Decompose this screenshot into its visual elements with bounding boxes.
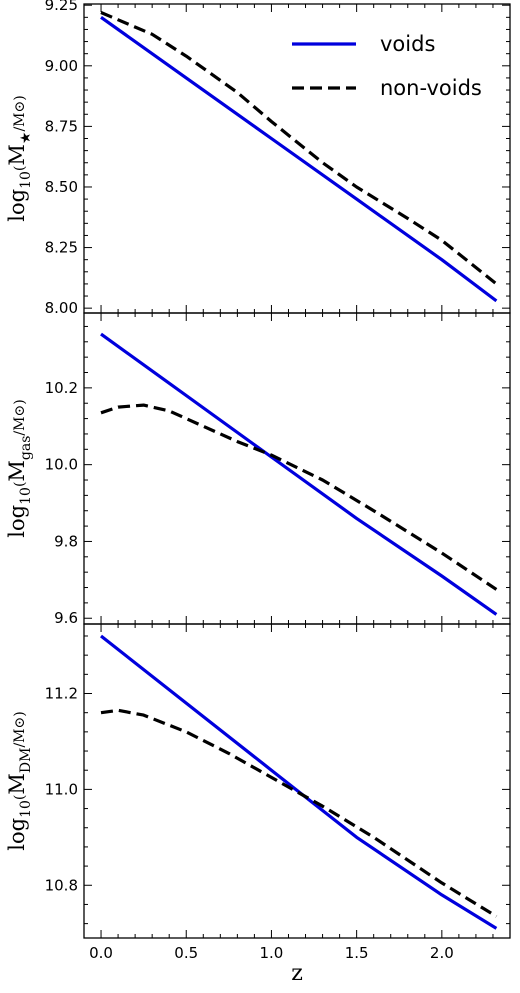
y-tick-label: 10.8 — [45, 876, 78, 894]
y-tick-label: 9.00 — [45, 57, 78, 75]
y-tick-label: 11.0 — [45, 780, 78, 798]
x-tick-label: 1.0 — [260, 944, 284, 962]
series-non-voids — [100, 11, 498, 286]
panel-2: 9.6 9.8 10.0 10.2 log10(Mgas/M⊙) — [5, 312, 511, 627]
y-axis-label: log10(M★/M⊙) — [5, 95, 34, 221]
series-voids — [100, 15, 498, 303]
legend-label: voids — [380, 32, 435, 56]
series-non-voids — [100, 403, 498, 591]
x-axis-label: z — [291, 961, 303, 986]
y-axis-label: log10(MDM/M⊙) — [5, 711, 34, 850]
x-tick-label: 2.0 — [430, 944, 454, 962]
series-voids — [100, 332, 498, 616]
series-non-voids — [100, 708, 498, 918]
y-tick-label: 9.25 — [45, 0, 78, 14]
y-tick-label: 10.2 — [45, 379, 78, 397]
y-tick-label: 9.6 — [54, 609, 78, 627]
y-tick-label: 9.8 — [54, 532, 78, 550]
x-tick-label: 1.5 — [345, 944, 369, 962]
panel-3: 10.8 11.0 11.2 log10(MDM/M⊙) 0.0 0.5 1.0 1.5 2.0… — [5, 623, 511, 986]
y-tick-label: 8.50 — [45, 178, 78, 196]
plot-frame — [83, 623, 511, 939]
y-tick-label: 10.0 — [45, 456, 78, 474]
panel-1: 8.00 8.25 8.50 8.75 9.00 9.25 log10(M★/M⊙) void… — [5, 0, 511, 317]
y-tick-label: 8.75 — [45, 117, 78, 135]
y-tick-label: 11.2 — [45, 685, 78, 703]
y-tick-label: 8.00 — [45, 299, 78, 317]
y-tick-label: 8.25 — [45, 239, 78, 257]
y-axis-label: log10(Mgas/M⊙) — [5, 399, 34, 537]
legend: voids non-voids — [292, 32, 482, 100]
x-tick-label: 0.0 — [89, 944, 113, 962]
legend-label: non-voids — [380, 76, 482, 100]
series-voids — [100, 634, 498, 930]
x-tick-label: 0.5 — [174, 944, 198, 962]
